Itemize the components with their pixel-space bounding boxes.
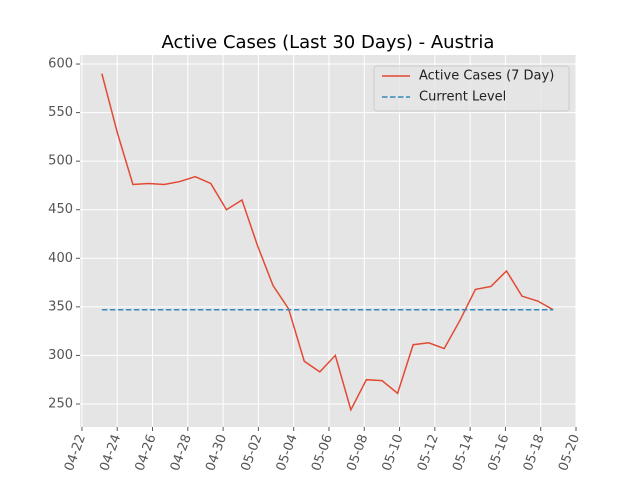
x-tick-label: 05-06 (309, 432, 336, 473)
x-tick-label: 05-02 (238, 432, 265, 473)
x-tick-label: 05-18 (521, 432, 548, 473)
x-tick-label: 05-14 (450, 432, 477, 473)
plot-area (80, 55, 576, 427)
x-tick-label: 05-12 (415, 432, 442, 473)
x-tick-label: 05-10 (380, 432, 407, 473)
legend-label: Active Cases (7 Day) (419, 69, 554, 84)
legend-label: Current Level (419, 90, 506, 105)
y-tick-label: 350 (48, 299, 73, 314)
y-tick-label: 600 (48, 57, 73, 72)
x-tick-label: 05-20 (556, 432, 583, 473)
x-tick-label: 04-26 (133, 432, 160, 473)
y-tick-label: 250 (48, 396, 73, 411)
x-tick-label: 05-08 (344, 432, 371, 473)
x-tick-label: 05-04 (274, 432, 301, 473)
y-tick-label: 400 (48, 251, 73, 266)
x-tick-label: 04-24 (97, 432, 124, 473)
y-tick-label: 450 (48, 202, 73, 217)
chart-title: Active Cases (Last 30 Days) - Austria (162, 32, 495, 53)
y-tick-label: 550 (48, 105, 73, 120)
x-tick-label: 05-16 (485, 432, 512, 473)
x-tick-label: 04-28 (168, 432, 195, 473)
y-tick-label: 500 (48, 154, 73, 169)
x-tick-label: 04-22 (62, 432, 89, 473)
legend-box (373, 65, 570, 112)
line-series (101, 73, 554, 412)
y-tick-label: 300 (48, 348, 73, 363)
x-tick-label: 04-30 (203, 432, 230, 473)
